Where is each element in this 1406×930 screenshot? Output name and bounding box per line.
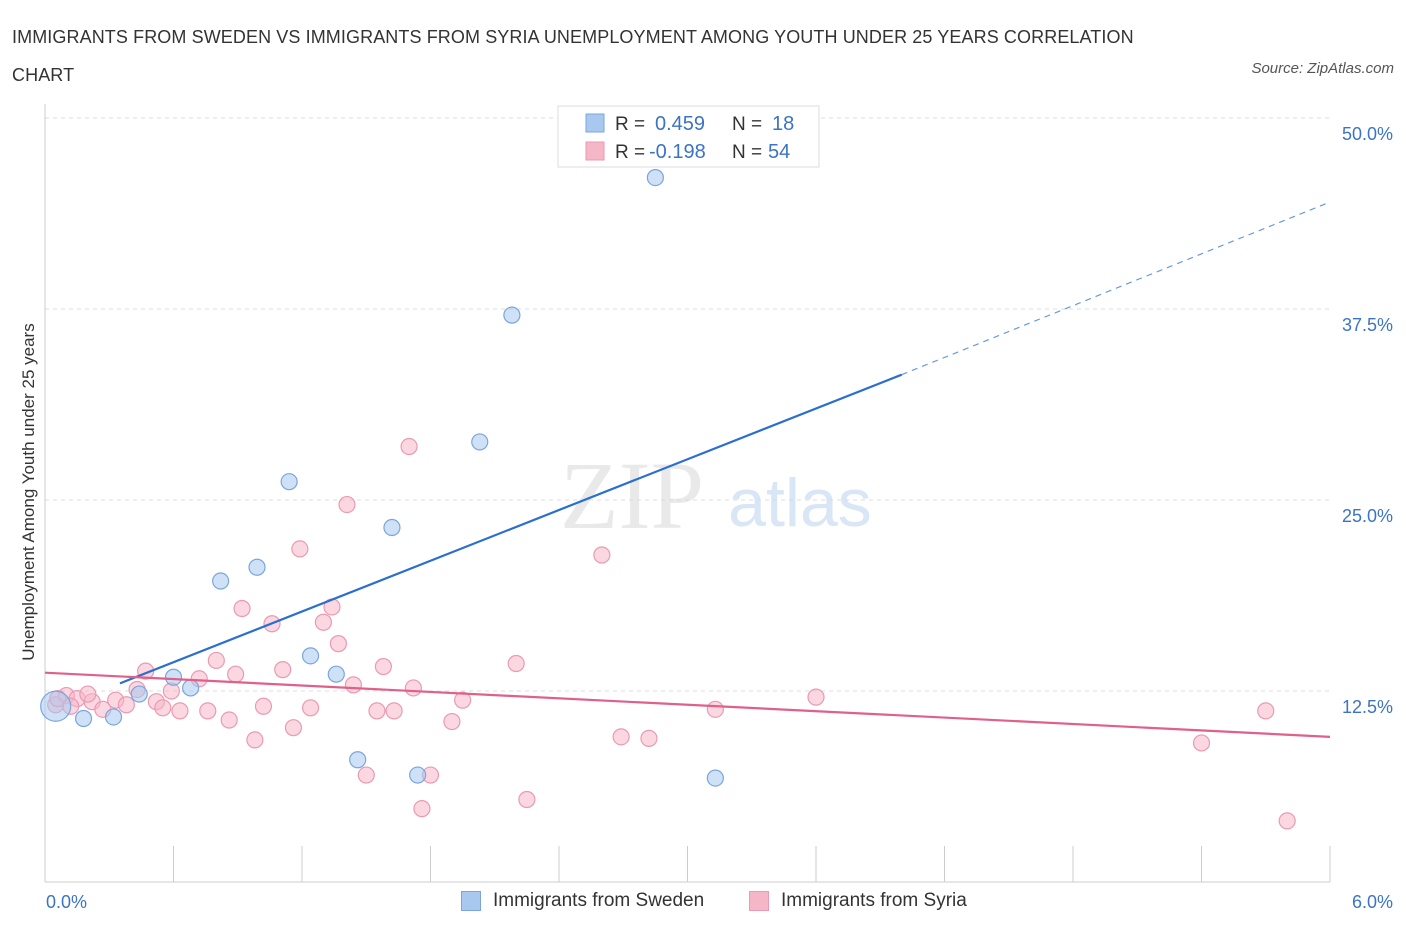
syria-point-23 xyxy=(284,719,303,737)
syria-point-53 xyxy=(79,685,97,703)
syria-point-49 xyxy=(1257,702,1275,720)
y-tick-label-2: 37.5% xyxy=(1342,315,1393,335)
syria-point-50 xyxy=(1278,812,1296,830)
chart-title: IMMIGRANTS FROM SWEDEN VS IMMIGRANTS FRO… xyxy=(12,27,1134,85)
y-tick-label-3: 50.0% xyxy=(1342,124,1393,144)
series-syria-points xyxy=(47,437,1296,830)
y-tick-label-0: 12.5% xyxy=(1342,697,1393,717)
stats-n-label-sweden: N = xyxy=(732,114,762,135)
syria-point-12 xyxy=(171,702,189,720)
syria-point-44 xyxy=(612,728,630,746)
syria-point-41 xyxy=(507,654,525,673)
series-sweden-points xyxy=(40,168,724,787)
syria-point-16 xyxy=(220,711,238,729)
syria-point-45 xyxy=(640,729,658,747)
sweden-point-13 xyxy=(409,766,427,784)
syria-point-46 xyxy=(706,700,724,718)
legend-item-sweden: Immigrants from Sweden xyxy=(461,890,704,912)
syria-point-28 xyxy=(329,635,348,653)
syria-point-26 xyxy=(314,613,333,631)
syria-point-36 xyxy=(400,437,418,456)
stats-n-label-syria: N = xyxy=(732,142,762,163)
syria-point-42 xyxy=(518,790,536,809)
syria-point-48 xyxy=(1192,734,1211,752)
stats-n-value-syria: 54 xyxy=(768,141,790,163)
legend-item-syria: Immigrants from Syria xyxy=(749,890,967,912)
legend-swatch-syria xyxy=(749,891,769,911)
watermark-zip: ZIP xyxy=(560,442,704,549)
legend: Immigrants from Sweden Immigrants from S… xyxy=(0,890,1406,916)
syria-point-43 xyxy=(593,546,611,564)
syria-point-38 xyxy=(413,800,431,818)
sweden-point-9 xyxy=(301,647,320,665)
syria-point-19 xyxy=(246,731,264,749)
syria-point-15 xyxy=(207,651,225,670)
sweden-point-8 xyxy=(280,473,298,491)
trend-lines xyxy=(44,201,1331,738)
syria-point-33 xyxy=(374,657,392,676)
syria-point-17 xyxy=(227,665,245,683)
stats-swatch-syria xyxy=(585,141,605,161)
syria-point-31 xyxy=(357,766,375,784)
syria-point-32 xyxy=(368,702,386,720)
tick-labels: 12.5% 25.0% 37.5% 50.0% 0.0% 6.0% xyxy=(46,124,1393,912)
x-tick-label-1: 6.0% xyxy=(1352,892,1393,912)
sweden-point-12 xyxy=(383,518,401,537)
sweden-point-5 xyxy=(182,679,200,697)
source-credit: Source: ZipAtlas.com xyxy=(1251,60,1394,77)
stats-r-label-sweden: R = xyxy=(615,114,645,135)
stats-box: R = 0.459 N = 18 R = -0.198 N = 54 xyxy=(557,105,820,168)
y-tick-label-1: 25.0% xyxy=(1342,506,1393,526)
sweden-point-14 xyxy=(471,433,489,451)
sweden-point-11 xyxy=(349,751,367,769)
sweden-point-0 xyxy=(40,690,72,722)
syria-point-22 xyxy=(274,661,292,679)
sweden-point-4 xyxy=(164,668,183,686)
y-axis-label: Unemployment Among Youth under 25 years xyxy=(19,323,38,660)
syria-point-6 xyxy=(117,696,135,714)
stats-n-value-sweden: 18 xyxy=(772,113,794,135)
watermark-atlas: atlas xyxy=(728,465,872,541)
syria-point-40 xyxy=(454,691,472,709)
sweden-point-1 xyxy=(74,709,93,728)
sweden-trend-extension xyxy=(901,201,1331,376)
syria-point-34 xyxy=(385,702,403,720)
sweden-trend-line xyxy=(119,373,903,685)
stats-r-label-syria: R = xyxy=(615,142,645,163)
syria-point-39 xyxy=(443,712,461,731)
syria-point-47 xyxy=(807,688,825,706)
legend-swatch-sweden xyxy=(461,891,481,911)
sweden-point-3 xyxy=(130,685,148,703)
legend-label-syria: Immigrants from Syria xyxy=(781,890,967,911)
syria-point-14 xyxy=(199,702,217,720)
syria-point-35 xyxy=(404,679,422,697)
axes xyxy=(44,104,1331,883)
sweden-point-2 xyxy=(104,708,123,726)
sweden-point-7 xyxy=(248,558,266,576)
sweden-point-15 xyxy=(503,306,521,324)
x-tick-label-0: 0.0% xyxy=(46,892,87,912)
sweden-point-10 xyxy=(327,665,345,683)
syria-point-24 xyxy=(291,540,309,558)
syria-trend-line xyxy=(44,671,1331,738)
watermark: ZIP atlas xyxy=(560,442,872,549)
syria-point-30 xyxy=(344,676,362,694)
stats-r-value-syria: -0.198 xyxy=(649,141,706,163)
syria-point-18 xyxy=(233,599,251,618)
syria-point-25 xyxy=(301,699,320,717)
sweden-point-6 xyxy=(212,572,230,590)
sweden-point-16 xyxy=(646,168,664,187)
syria-point-29 xyxy=(338,495,356,514)
legend-label-sweden: Immigrants from Sweden xyxy=(493,890,705,911)
syria-point-10 xyxy=(154,699,172,717)
syria-point-20 xyxy=(254,697,273,715)
sweden-point-17 xyxy=(706,769,724,787)
stats-r-value-sweden: 0.459 xyxy=(655,113,705,135)
stats-swatch-sweden xyxy=(585,113,605,133)
